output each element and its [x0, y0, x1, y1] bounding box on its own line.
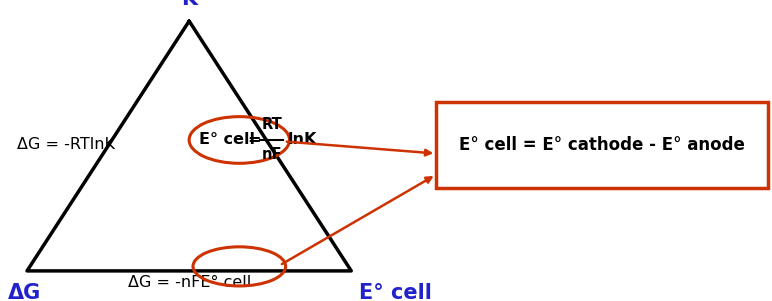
- Text: ΔG = -RTlnK: ΔG = -RTlnK: [17, 137, 114, 152]
- Text: nF: nF: [262, 147, 282, 163]
- Text: =: =: [247, 132, 260, 147]
- Text: E° cell: E° cell: [359, 283, 432, 301]
- Text: K: K: [181, 0, 197, 9]
- Text: RT: RT: [262, 117, 282, 132]
- Text: ΔG: ΔG: [8, 283, 41, 301]
- FancyBboxPatch shape: [436, 102, 768, 188]
- Text: E° cell = E° cathode - E° anode: E° cell = E° cathode - E° anode: [459, 136, 745, 154]
- Text: ΔG = -nFE° cell: ΔG = -nFE° cell: [127, 275, 251, 290]
- Text: E° cell: E° cell: [199, 132, 256, 147]
- Text: lnK: lnK: [287, 132, 317, 147]
